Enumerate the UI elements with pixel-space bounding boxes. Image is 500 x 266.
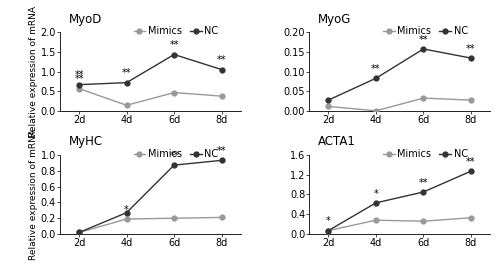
Y-axis label: Relative expression of mRNA: Relative expression of mRNA xyxy=(28,6,38,137)
Mimics xyxy=(468,98,474,102)
NC xyxy=(326,229,332,232)
Legend: Mimics, NC: Mimics, NC xyxy=(134,27,218,36)
Line: NC: NC xyxy=(76,158,224,235)
NC xyxy=(373,77,379,80)
Text: MyHC: MyHC xyxy=(69,135,103,148)
Text: **: ** xyxy=(122,68,132,78)
Text: **: ** xyxy=(74,70,84,80)
Text: **: ** xyxy=(217,146,226,156)
Mimics xyxy=(373,109,379,113)
Text: **: ** xyxy=(74,74,84,84)
NC xyxy=(373,201,379,205)
Text: *: * xyxy=(326,216,330,226)
NC xyxy=(218,159,224,162)
NC xyxy=(326,98,332,102)
Mimics xyxy=(218,216,224,219)
Mimics xyxy=(326,229,332,232)
Mimics xyxy=(76,87,82,90)
Mimics xyxy=(218,94,224,98)
Text: **: ** xyxy=(170,151,179,161)
Mimics xyxy=(326,105,332,108)
Text: MyoD: MyoD xyxy=(69,13,102,26)
NC xyxy=(218,68,224,71)
Line: NC: NC xyxy=(76,52,224,87)
NC xyxy=(420,190,426,194)
Line: NC: NC xyxy=(326,47,474,102)
Mimics xyxy=(171,91,177,94)
NC xyxy=(76,231,82,234)
Legend: Mimics, NC: Mimics, NC xyxy=(383,149,468,159)
Text: **: ** xyxy=(466,157,475,167)
Text: **: ** xyxy=(418,178,428,188)
NC xyxy=(468,169,474,173)
Line: Mimics: Mimics xyxy=(326,215,474,233)
NC xyxy=(468,56,474,60)
Text: **: ** xyxy=(217,55,226,65)
NC xyxy=(171,164,177,167)
Legend: Mimics, NC: Mimics, NC xyxy=(134,149,218,159)
Mimics xyxy=(171,217,177,220)
Legend: Mimics, NC: Mimics, NC xyxy=(383,27,468,36)
Mimics xyxy=(373,219,379,222)
Mimics xyxy=(468,216,474,219)
Text: **: ** xyxy=(418,35,428,45)
NC xyxy=(171,53,177,56)
Mimics xyxy=(420,97,426,100)
Y-axis label: Relative expression of mRNA: Relative expression of mRNA xyxy=(28,129,38,260)
Text: *: * xyxy=(124,205,129,215)
Text: MyoG: MyoG xyxy=(318,13,352,26)
Text: **: ** xyxy=(170,40,179,50)
NC xyxy=(76,83,82,86)
Text: *: * xyxy=(374,189,378,198)
Mimics xyxy=(124,217,130,221)
Mimics xyxy=(76,231,82,234)
Text: **: ** xyxy=(466,44,475,54)
Line: Mimics: Mimics xyxy=(76,86,224,108)
Line: NC: NC xyxy=(326,169,474,233)
Text: ACTA1: ACTA1 xyxy=(318,135,356,148)
Mimics xyxy=(420,220,426,223)
NC xyxy=(124,211,130,214)
Text: **: ** xyxy=(371,64,380,74)
NC xyxy=(124,81,130,84)
Mimics xyxy=(124,104,130,107)
NC xyxy=(420,47,426,51)
Line: Mimics: Mimics xyxy=(326,96,474,113)
Line: Mimics: Mimics xyxy=(76,215,224,235)
